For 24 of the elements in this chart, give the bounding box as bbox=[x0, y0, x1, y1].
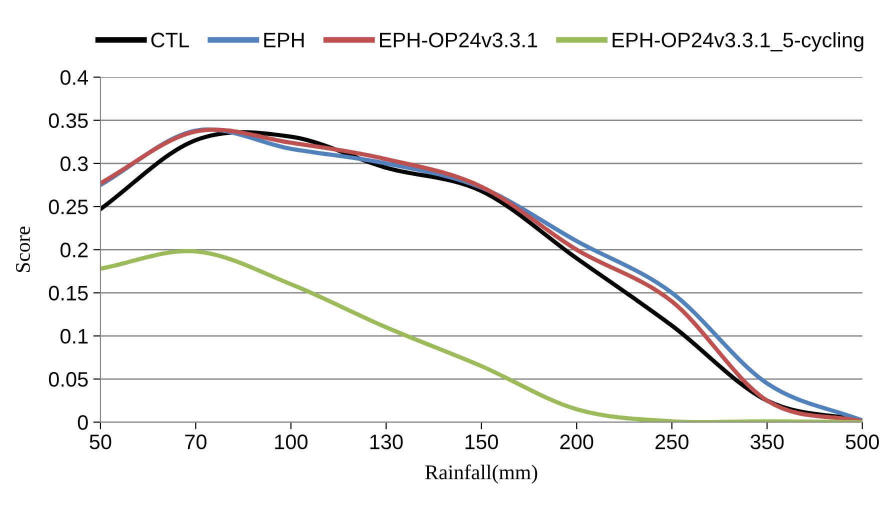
x-tick-label: 350 bbox=[750, 434, 784, 450]
y-tick-label: 0.3 bbox=[60, 156, 88, 172]
x-tick-label: 130 bbox=[370, 434, 403, 450]
x-axis-title: Rainfall(mm) bbox=[425, 464, 538, 484]
legend-label: EPH-OP24v3.3.1_5-cycling bbox=[612, 32, 864, 52]
y-tick-label: 0.2 bbox=[60, 242, 88, 258]
legend-label: EPH bbox=[264, 32, 304, 48]
y-tick-label: 0.15 bbox=[48, 286, 88, 301]
y-axis-title: Score bbox=[16, 226, 30, 272]
y-tick-label: 0 bbox=[78, 415, 88, 430]
y-tick-label: 0.05 bbox=[48, 372, 88, 387]
y-tick-label: 0.1 bbox=[60, 328, 88, 344]
x-tick-label: 100 bbox=[275, 434, 308, 450]
legend-label: EPH-OP24v3.3.1 bbox=[380, 32, 538, 48]
y-tick-label: 0.25 bbox=[48, 200, 88, 214]
x-tick-label: 50 bbox=[90, 434, 112, 450]
legend-label: CTL bbox=[151, 32, 189, 48]
x-tick-label: 150 bbox=[466, 434, 498, 450]
y-tick-label: 0.4 bbox=[60, 70, 88, 85]
x-tick-label: 250 bbox=[656, 434, 688, 450]
x-tick-label: 500 bbox=[846, 434, 879, 450]
x-tick-label: 200 bbox=[560, 434, 594, 450]
y-tick-label: 0.35 bbox=[48, 113, 88, 128]
x-tick-label: 70 bbox=[185, 434, 206, 450]
